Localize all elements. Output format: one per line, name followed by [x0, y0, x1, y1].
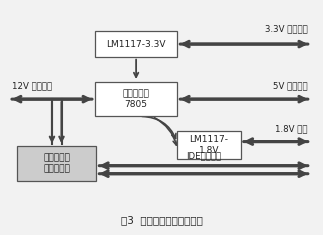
Text: 图3  电源管理系统功能框图: 图3 电源管理系统功能框图: [120, 215, 203, 225]
Text: IDE驱动电压: IDE驱动电压: [186, 151, 221, 160]
Bar: [177, 131, 241, 159]
Text: 电压调整器
7805: 电压调整器 7805: [123, 90, 150, 109]
Bar: [17, 146, 97, 180]
Bar: [95, 82, 177, 116]
Text: LM1117-3.3V: LM1117-3.3V: [106, 39, 166, 49]
Text: 12V 电压输入: 12V 电压输入: [12, 81, 52, 90]
Text: 3.3V 直流输出: 3.3V 直流输出: [265, 25, 307, 34]
Text: 保护电路、
稳压二极管: 保护电路、 稳压二极管: [43, 154, 70, 173]
Text: LM1117-
1.8V: LM1117- 1.8V: [190, 135, 229, 155]
Text: 5V 直流输出: 5V 直流输出: [273, 81, 307, 90]
Bar: [95, 31, 177, 57]
Text: 1.8V 输出: 1.8V 输出: [275, 125, 307, 133]
